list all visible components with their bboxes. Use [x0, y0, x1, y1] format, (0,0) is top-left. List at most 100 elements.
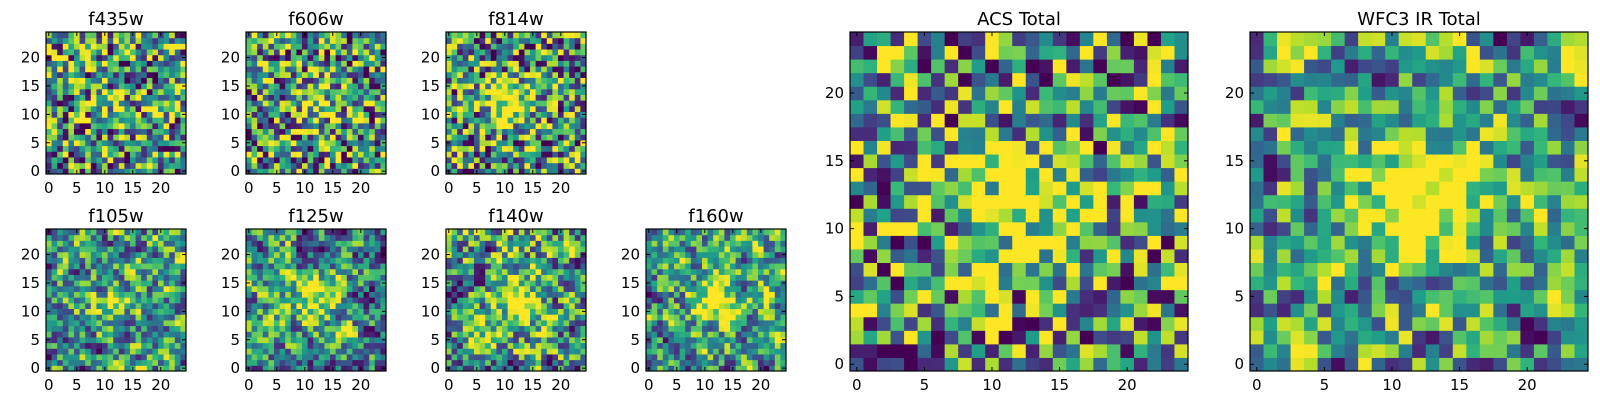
heatmap-cell: [302, 353, 309, 361]
heatmap-cell: [51, 297, 58, 304]
heatmap-cell: [580, 162, 587, 169]
heatmap-cell: [780, 257, 787, 264]
heatmap-cell: [285, 336, 292, 344]
heatmap-cell: [74, 268, 81, 275]
heatmap-cell: [79, 105, 86, 113]
plot-frame: [445, 31, 587, 175]
heatmap-cell: [341, 77, 348, 84]
heatmap-cell: [863, 194, 878, 209]
heatmap-cell: [180, 263, 187, 270]
heatmap-cell: [518, 336, 525, 344]
heatmap-cell: [462, 43, 469, 50]
heatmap-cell: [662, 263, 669, 270]
heatmap-cell: [490, 314, 497, 321]
heatmap-cell: [57, 263, 64, 270]
heatmap-cell: [285, 302, 292, 310]
heatmap-cell: [79, 319, 86, 327]
heatmap-cell: [346, 336, 353, 344]
heatmap-cell: [490, 122, 497, 130]
heatmap-cell: [118, 268, 125, 275]
heatmap-cell: [335, 229, 342, 236]
heatmap-cell: [574, 43, 581, 50]
heatmap-cell: [85, 54, 92, 61]
y-tick-label: 0: [430, 162, 440, 180]
heatmap-cell: [546, 268, 553, 275]
heatmap-cell: [251, 348, 258, 355]
heatmap-cell: [141, 151, 148, 158]
heatmap-cell: [490, 100, 497, 107]
heatmap-cell: [285, 257, 292, 264]
heatmap-cell: [657, 234, 664, 241]
heatmap-cell: [707, 291, 714, 298]
heatmap-cell: [285, 359, 292, 366]
heatmap-cell: [174, 240, 181, 247]
heatmap-cell: [107, 274, 114, 281]
heatmap-cell: [107, 365, 114, 372]
heatmap-cell: [102, 134, 109, 141]
heatmap-cell: [285, 314, 292, 321]
heatmap-cell: [141, 268, 148, 275]
heatmap-cell: [113, 314, 120, 321]
heatmap-cell: [374, 32, 381, 39]
heatmap-cell: [130, 54, 137, 61]
heatmap-cell: [446, 325, 453, 332]
heatmap-cell: [985, 208, 1000, 223]
heatmap-cell: [490, 359, 497, 366]
heatmap-cell: [1160, 276, 1175, 291]
heatmap-cell: [574, 308, 581, 315]
heatmap-cell: [130, 105, 137, 113]
heatmap-cell: [118, 128, 125, 135]
heatmap-cell: [46, 156, 53, 164]
heatmap-cell: [174, 32, 181, 39]
heatmap-cell: [79, 151, 86, 158]
heatmap-cell: [274, 156, 281, 164]
heatmap-cell: [730, 342, 737, 349]
heatmap-cell: [324, 234, 331, 241]
heatmap-cell: [268, 94, 275, 101]
heatmap-cell: [268, 49, 275, 56]
heatmap-cell: [451, 100, 458, 107]
heatmap-cell: [96, 325, 103, 332]
heatmap-cell: [1079, 330, 1094, 345]
heatmap-cell: [890, 208, 905, 223]
heatmap-cell: [552, 151, 559, 158]
heatmap-cell: [141, 168, 148, 175]
heatmap-cell: [1160, 262, 1175, 277]
heatmap-cell: [662, 229, 669, 236]
heatmap-cell: [546, 342, 553, 349]
heatmap-cell: [863, 262, 878, 277]
heatmap-cell: [352, 49, 359, 56]
heatmap-cell: [507, 168, 514, 175]
heatmap-cell: [696, 365, 703, 372]
heatmap-cell: [850, 343, 865, 358]
heatmap-cell: [268, 257, 275, 264]
heatmap-cell: [530, 280, 537, 287]
heatmap-cell: [358, 280, 365, 287]
heatmap-cell: [158, 314, 165, 321]
heatmap-cell: [569, 325, 576, 332]
heatmap-cell: [174, 263, 181, 270]
heatmap-cell: [51, 263, 58, 270]
heatmap-cell: [257, 151, 264, 158]
heatmap-cell: [485, 66, 492, 73]
heatmap-cell: [513, 263, 520, 270]
heatmap-cell: [251, 156, 258, 164]
heatmap-cell: [369, 257, 376, 264]
heatmap-cell: [118, 257, 125, 264]
heatmap-cell: [496, 319, 503, 327]
heatmap-cell: [1066, 316, 1081, 331]
heatmap-cell: [558, 151, 565, 158]
heatmap-cell: [1093, 289, 1108, 304]
heatmap-cell: [1093, 194, 1108, 209]
heatmap-cell: [496, 342, 503, 349]
heatmap-cell: [113, 285, 120, 292]
heatmap-cell: [530, 314, 537, 321]
heatmap-cell: [468, 336, 475, 344]
heatmap-cell: [124, 94, 131, 101]
heatmap-cell: [352, 117, 359, 124]
heatmap-cell: [502, 336, 509, 344]
heatmap-cell: [1106, 357, 1121, 372]
heatmap-cell: [1133, 262, 1148, 277]
heatmap-cell: [530, 308, 537, 315]
heatmap-cell: [513, 234, 520, 241]
